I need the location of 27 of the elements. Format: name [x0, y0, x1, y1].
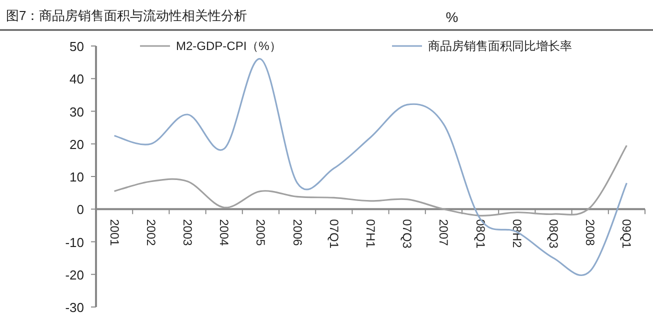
x-tick-label: 09Q1: [620, 219, 634, 249]
x-tick-label: 07Q1: [326, 219, 341, 249]
x-tick-label: 2006: [290, 219, 304, 246]
legend-label: M2-GDP-CPI（%）: [176, 39, 282, 53]
x-tick-label: 2002: [144, 219, 158, 246]
legend-label: 商品房销售面积同比增长率: [428, 39, 572, 53]
x-tick-label: 2005: [254, 219, 268, 246]
x-tick-label: 2003: [180, 219, 194, 246]
y-tick-label: 40: [70, 72, 84, 87]
y-tick-label: 20: [70, 136, 84, 152]
x-tick-label: 07H1: [364, 219, 378, 248]
y-tick-label: -10: [65, 234, 84, 250]
y-tick-label: 30: [70, 104, 84, 120]
y-axis-title: %: [446, 9, 458, 25]
x-tick-label: 08Q1: [473, 219, 488, 249]
chart-title: 图7：商品房销售面积与流动性相关性分析: [6, 8, 248, 23]
x-tick-label: 2004: [217, 219, 232, 246]
y-tick-label: 50: [70, 39, 84, 54]
y-tick-label: -20: [65, 267, 84, 282]
x-tick-label: 2007: [436, 219, 451, 246]
y-tick-label: 10: [70, 170, 84, 184]
x-tick-label: 2001: [107, 219, 122, 246]
y-tick-label: -30: [65, 300, 84, 315]
x-tick-label: 08Q3: [546, 219, 560, 249]
y-tick-label: 0: [76, 202, 84, 218]
x-tick-label: 2008: [583, 219, 598, 246]
x-tick-label: 07Q3: [400, 219, 414, 249]
